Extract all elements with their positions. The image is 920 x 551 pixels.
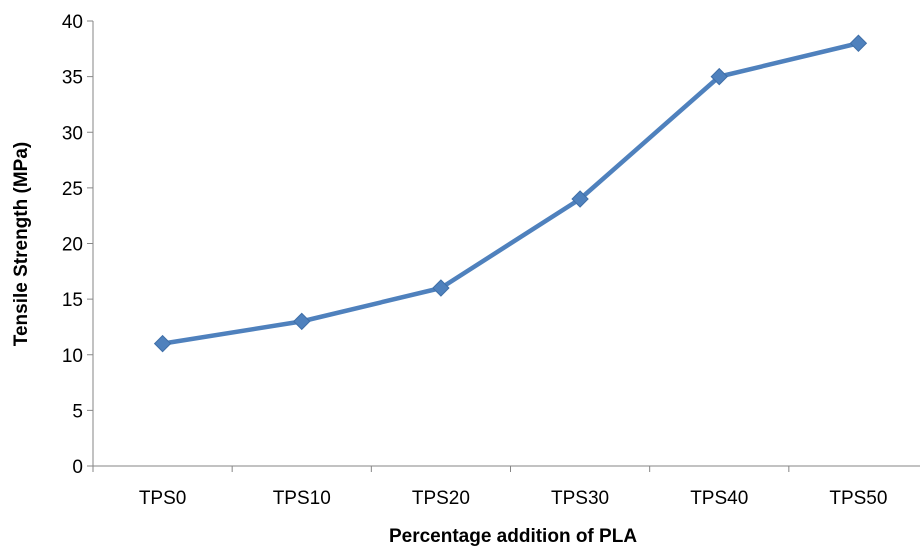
y-tick-label: 5	[72, 401, 83, 422]
y-tick-label: 15	[62, 290, 83, 311]
series-line	[160, 41, 861, 346]
series-layer	[153, 34, 868, 353]
x-axis-title: Percentage addition of PLA	[389, 526, 637, 547]
y-tick-label: 20	[62, 235, 83, 256]
x-tick-label: TPS40	[690, 488, 748, 509]
y-tick-label: 30	[62, 123, 83, 144]
data-point-marker	[571, 190, 589, 208]
x-axis: TPS0 TPS10 TPS20 TPS30 TPS40 TPS50	[92, 465, 920, 509]
y-tick-label: 40	[62, 12, 83, 33]
data-point-marker	[849, 34, 868, 52]
y-tick-label: 35	[62, 68, 83, 89]
x-tick-label: TPS50	[829, 488, 887, 509]
y-axis: 0 5 10 15 20 25 30 35 40	[62, 12, 94, 478]
x-tick-label: TPS10	[273, 488, 331, 509]
x-tick-label: TPS30	[551, 488, 609, 509]
y-tick-label: 0	[72, 457, 83, 478]
data-point-marker	[432, 279, 450, 297]
y-tick-label: 25	[62, 179, 83, 200]
x-tick-label: TPS0	[139, 488, 187, 509]
data-point-marker	[293, 312, 311, 331]
x-tick-label: TPS20	[412, 488, 470, 509]
y-tick-label: 10	[62, 346, 83, 367]
y-axis-title: Tensile Strength (MPa)	[11, 142, 32, 346]
data-point-marker	[710, 67, 728, 86]
data-point-marker	[153, 334, 172, 353]
